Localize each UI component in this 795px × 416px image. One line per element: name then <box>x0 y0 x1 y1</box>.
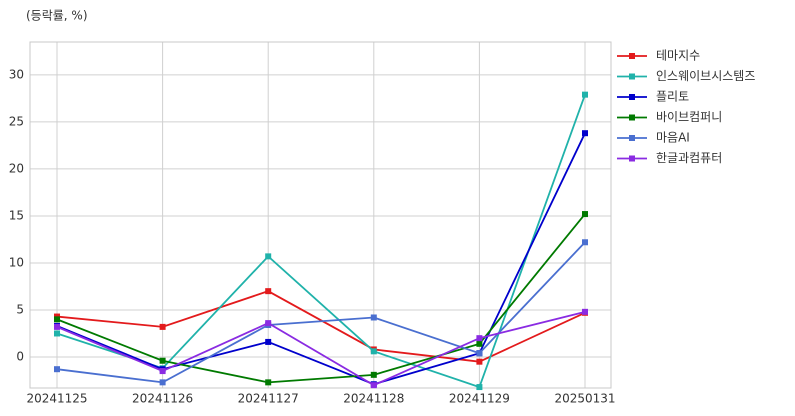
point <box>265 379 272 386</box>
point <box>582 308 588 315</box>
point <box>582 211 588 218</box>
series-line <box>56 310 586 387</box>
legend-marker <box>629 53 635 59</box>
point <box>265 288 272 295</box>
legend-marker <box>629 135 635 141</box>
x-tick-label: 20241129 <box>449 392 510 406</box>
series-line <box>56 290 586 363</box>
point <box>476 384 483 391</box>
y-tick-label: 5 <box>16 302 24 316</box>
point <box>159 323 166 330</box>
plot-frame <box>29 41 612 389</box>
point <box>370 382 377 389</box>
legend-marker <box>629 114 635 121</box>
point <box>476 358 483 365</box>
point <box>265 253 272 260</box>
point <box>476 350 483 357</box>
point <box>476 340 483 347</box>
point <box>370 314 377 321</box>
point <box>54 323 60 330</box>
point <box>370 371 377 378</box>
point <box>54 330 60 337</box>
x-tick-label: 20241126 <box>132 392 193 406</box>
legend-label: 바이브컴퍼니 <box>656 110 722 124</box>
legend-label: 마음AI <box>656 131 690 145</box>
y-tick-label: 20 <box>9 161 24 175</box>
point <box>54 366 60 373</box>
series-line <box>56 94 586 389</box>
point <box>476 335 483 342</box>
legend-marker <box>629 94 635 100</box>
y-tick-label: 25 <box>9 114 24 128</box>
legend-label: 플리토 <box>656 90 689 104</box>
x-tick-label: 20241127 <box>238 392 299 406</box>
point <box>582 239 588 246</box>
y-tick-label: 30 <box>9 67 24 81</box>
legend-marker <box>629 155 635 162</box>
point <box>370 348 377 355</box>
y-tick-label: 10 <box>9 255 24 269</box>
point <box>265 320 272 327</box>
y-tick-label: 15 <box>9 208 24 222</box>
x-tick-label: 20250131 <box>554 392 615 406</box>
point <box>159 379 166 386</box>
point <box>582 91 588 98</box>
point <box>265 338 272 345</box>
point <box>159 368 166 375</box>
point <box>582 130 588 137</box>
series-line <box>56 132 586 386</box>
legend-label: 인스웨이브시스템즈 <box>656 69 755 83</box>
y-tick-label: 0 <box>16 349 24 363</box>
legend-label: 한글과컴퓨터 <box>656 151 722 165</box>
legend-marker <box>629 73 635 80</box>
series-line <box>56 213 586 384</box>
y-axis-label: (등락률, %) <box>26 9 88 23</box>
x-tick-label: 20241125 <box>26 392 87 406</box>
legend-label: 테마지수 <box>656 49 700 63</box>
x-tick-label: 20241128 <box>343 392 404 406</box>
point <box>159 357 166 364</box>
point <box>54 316 60 323</box>
series-line <box>56 241 586 384</box>
